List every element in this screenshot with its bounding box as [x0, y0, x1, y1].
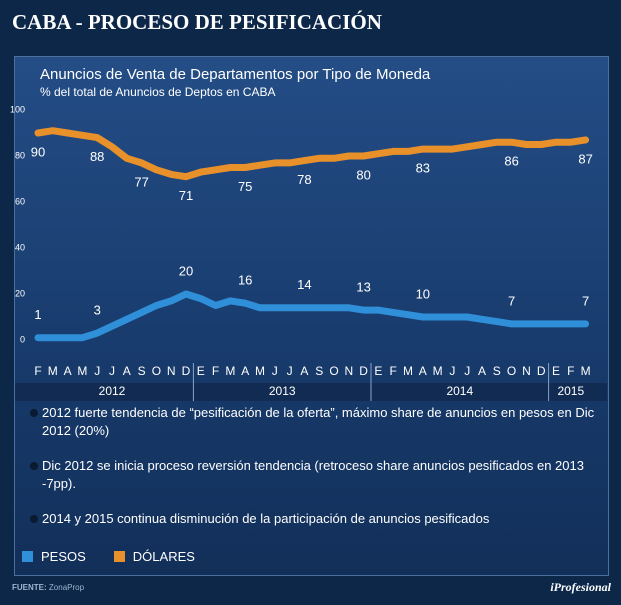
line — [34, 127, 590, 181]
legend-label: DÓLARES — [132, 549, 195, 564]
x-tick-label: E — [197, 364, 205, 378]
chart-subtitle: % del total de Anuncios de Deptos en CAB… — [40, 85, 275, 99]
x-tick-label: N — [522, 364, 531, 378]
x-tick-label: D — [359, 364, 368, 378]
x-tick-label: J — [287, 364, 293, 378]
year-label: 2013 — [269, 384, 296, 398]
page-title: CABA - PROCESO DE PESIFICACIÓN — [12, 10, 382, 34]
data-label: 86 — [504, 154, 518, 169]
data-label: 13 — [356, 280, 370, 295]
year-label: 2015 — [557, 384, 584, 398]
x-tick-label: J — [272, 364, 278, 378]
legend-swatch — [113, 551, 125, 562]
data-label: 3 — [94, 303, 101, 318]
source: FUENTE: ZonaProp — [12, 583, 84, 592]
data-label: 90 — [31, 144, 45, 159]
x-tick-label: O — [329, 364, 338, 378]
x-tick-label: A — [419, 364, 427, 378]
x-tick-label: S — [493, 364, 501, 378]
x-tick-label: M — [403, 364, 413, 378]
x-tick-label: N — [344, 364, 353, 378]
legend: PESOS DÓLARES — [22, 549, 195, 564]
bullet: 2012 fuerte tendencia de “pesificación d… — [30, 404, 600, 440]
x-tick-label: J — [94, 364, 100, 378]
x-tick-label: A — [300, 364, 308, 378]
x-tick-label: N — [167, 364, 176, 378]
x-tick-label: A — [241, 364, 249, 378]
x-tick-label: F — [34, 364, 41, 378]
data-label: 75 — [238, 179, 252, 194]
source-label: FUENTE: — [12, 583, 47, 592]
data-label: 1 — [34, 307, 41, 322]
data-label: 80 — [356, 167, 370, 182]
x-tick-label: J — [449, 364, 455, 378]
y-tick-label: 100 — [10, 104, 25, 114]
x-tick-label: S — [138, 364, 146, 378]
data-label: 10 — [416, 286, 430, 301]
data-label: 7 — [508, 293, 515, 308]
bullet: 2014 y 2015 continua disminución de la p… — [30, 510, 600, 528]
bullet: Dic 2012 se inicia proceso reversión ten… — [30, 457, 600, 493]
x-tick-label: J — [464, 364, 470, 378]
year-band — [15, 383, 607, 401]
y-tick-label: 0 — [20, 334, 25, 344]
x-tick-label: J — [109, 364, 115, 378]
data-label: 78 — [297, 172, 311, 187]
x-tick-label: F — [567, 364, 574, 378]
x-tick-label: M — [255, 364, 265, 378]
legend-item: PESOS — [22, 549, 86, 564]
x-tick-label: A — [64, 364, 72, 378]
x-tick-label: A — [478, 364, 486, 378]
x-tick-label: M — [225, 364, 235, 378]
data-label: 7 — [582, 293, 589, 308]
legend-swatch — [22, 551, 33, 562]
x-tick-label: E — [374, 364, 382, 378]
x-tick-label: M — [77, 364, 87, 378]
x-tick-label: F — [390, 364, 397, 378]
y-tick-label: 60 — [15, 196, 25, 206]
data-label: 77 — [134, 174, 148, 189]
x-tick-label: S — [315, 364, 323, 378]
data-label: 14 — [297, 277, 311, 292]
x-tick-label: D — [537, 364, 546, 378]
data-label: 71 — [179, 188, 193, 203]
year-label: 2014 — [446, 384, 473, 398]
x-tick-label: O — [152, 364, 161, 378]
y-tick-label: 80 — [15, 150, 25, 160]
x-tick-label: M — [48, 364, 58, 378]
y-tick-label: 20 — [15, 288, 25, 298]
chart-title: Anuncios de Venta de Departamentos por T… — [40, 66, 431, 83]
x-tick-label: O — [507, 364, 516, 378]
data-label: 83 — [416, 161, 430, 176]
line — [34, 290, 590, 342]
legend-label: PESOS — [41, 549, 86, 564]
y-tick-label: 40 — [15, 242, 25, 252]
legend-item: DÓLARES — [113, 549, 195, 564]
logo: iProfesional — [550, 580, 611, 594]
data-label: 87 — [578, 151, 592, 166]
x-tick-label: E — [552, 364, 560, 378]
x-tick-label: M — [433, 364, 443, 378]
x-tick-label: M — [581, 364, 591, 378]
data-label: 16 — [238, 273, 252, 288]
year-label: 2012 — [99, 384, 126, 398]
bullets: 2012 fuerte tendencia de “pesificación d… — [30, 404, 600, 545]
x-tick-label: D — [182, 364, 191, 378]
x-tick-label: F — [212, 364, 219, 378]
data-label: 88 — [90, 149, 104, 164]
source-name: ZonaProp — [48, 583, 85, 592]
data-label: 20 — [179, 263, 193, 278]
x-tick-label: A — [123, 364, 131, 378]
